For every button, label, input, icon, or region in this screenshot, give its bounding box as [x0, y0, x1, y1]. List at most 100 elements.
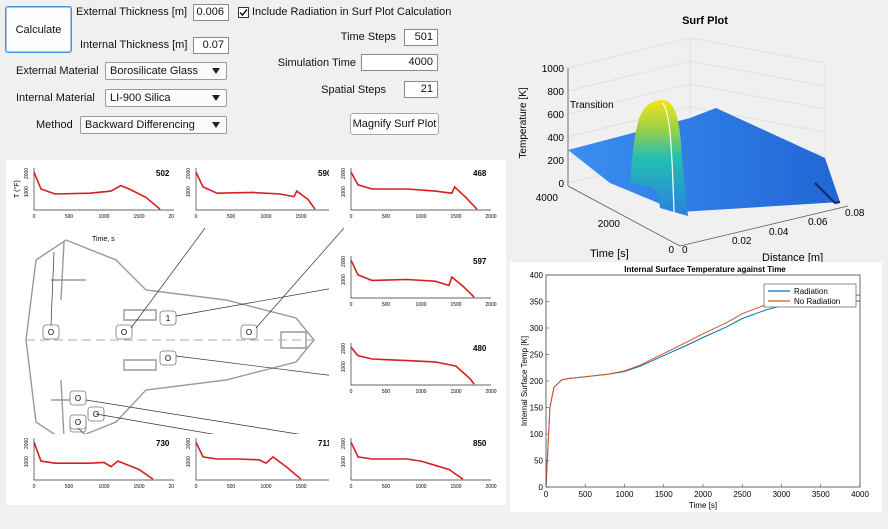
z-tick: 400: [547, 133, 564, 144]
shuttle-x-axis-label: Time, s: [92, 236, 115, 243]
panel-x-tick: 0: [195, 484, 198, 490]
chart-xlabel: Time [s]: [689, 501, 717, 510]
panel-x-tick: 500: [227, 214, 236, 220]
marker-label: O: [246, 328, 252, 337]
leader-line: [130, 219, 212, 329]
chart-ylabel: Internal Surface Temp [K]: [520, 336, 529, 426]
panel-x-tick: 500: [65, 484, 74, 490]
panel-x-tick: 2000: [485, 214, 496, 220]
panel-x-tick: 0: [350, 389, 353, 395]
panel-x-tick: 0: [195, 214, 198, 220]
calculate-button[interactable]: Calculate: [5, 6, 72, 53]
internal-thickness-field[interactable]: 0.07: [193, 37, 229, 54]
method-dropdown[interactable]: Backward Differencing: [80, 116, 227, 134]
panel-x-tick: 1500: [295, 484, 306, 490]
thermocouple-panel: 597 0 500 1000 1500 2000 1000 2000: [329, 252, 499, 316]
time-steps-field[interactable]: 501: [404, 29, 438, 46]
panel-y-tick: 1000: [341, 274, 347, 285]
panel-axes: [33, 438, 174, 481]
z-tick: 600: [547, 110, 564, 121]
panel-axes: [350, 256, 491, 299]
panel-x-tick: 1000: [415, 389, 426, 395]
panel-bg: [329, 434, 499, 498]
surf-zlabel: Temperature [K]: [518, 87, 529, 158]
z-tick: 800: [547, 87, 564, 98]
y-tick-label: 0: [539, 483, 544, 492]
y-tick-label: 200: [530, 377, 544, 386]
panel-temperature-trace: [33, 171, 161, 210]
panel-axes: [33, 168, 174, 211]
panel-y-tick: 2000: [24, 168, 30, 179]
panel-temperature-trace: [195, 171, 316, 210]
z-tick: 0: [558, 179, 564, 190]
series-line-radiation: [545, 300, 861, 488]
surf-time-ticks: 4000 2000 0: [536, 193, 675, 256]
panel-id-label: 711: [318, 439, 331, 448]
panel-axes: [195, 438, 336, 481]
shuttle-outline: [25, 239, 315, 443]
thermocouple-panel: 711 0 500 1000 1500 2000 1000 2000: [174, 434, 344, 498]
marker-label: O: [121, 328, 127, 337]
marker-box: [159, 310, 177, 326]
panel-x-tick: 1500: [450, 302, 461, 308]
panel-temperature-trace: [33, 441, 154, 480]
panel-bg: [12, 164, 182, 228]
simulation-time-field[interactable]: 4000: [361, 54, 438, 71]
panel-axes: [350, 168, 491, 211]
external-material-dropdown[interactable]: Borosilicate Glass: [105, 62, 227, 80]
marker-box: [115, 324, 133, 340]
spatial-steps-field[interactable]: 21: [404, 81, 438, 98]
marker-label: O: [93, 410, 99, 419]
panel-id-label: 597: [473, 257, 487, 266]
surf-edge-line: [661, 102, 675, 213]
panel-x-tick: 0: [350, 484, 353, 490]
panel-temperature-trace: [350, 259, 475, 298]
spatial-steps-label: Spatial Steps: [321, 84, 386, 96]
internal-material-label: Internal Material: [16, 92, 95, 104]
surf-plot[interactable]: Surf Plot Transition 1000 800 600 400 20…: [510, 8, 880, 268]
surf-plot-title: Surf Plot: [682, 15, 728, 27]
panel-temperature-trace: [350, 171, 478, 210]
thermocouple-marker: O: [69, 414, 87, 430]
panel-id-label: 468: [473, 169, 487, 178]
magnify-surf-plot-button[interactable]: Magnify Surf Plot: [350, 113, 439, 135]
shuttle-y-axis-label: T (°F): [13, 180, 21, 198]
chart-axes-box: [545, 274, 861, 488]
panel-y-tick: 2000: [186, 438, 192, 449]
panel-x-tick: 1000: [415, 214, 426, 220]
time-tick: 4000: [536, 193, 559, 204]
surf-edge-dark: [814, 182, 841, 205]
internal-temp-chart[interactable]: Internal Surface Temperature against Tim…: [510, 262, 882, 512]
panel-x-tick: 0: [33, 484, 36, 490]
panel-bg: [329, 164, 499, 228]
radiation-checkbox[interactable]: [238, 7, 249, 18]
panel-bg: [329, 252, 499, 316]
internal-material-dropdown[interactable]: LI-900 Silica: [105, 89, 227, 107]
panel-x-tick: 1000: [415, 302, 426, 308]
thermocouple-panel: 850 0 500 1000 1500 2000 1000 2000: [329, 434, 499, 498]
thermocouple-marker: O: [159, 350, 177, 366]
panel-x-tick: 0: [350, 214, 353, 220]
marker-box: [69, 390, 87, 406]
y-tick-label: 400: [530, 271, 544, 280]
x-tick-label: 2500: [733, 490, 751, 499]
panel-x-tick: 1500: [295, 214, 306, 220]
x-tick-label: 0: [544, 490, 549, 499]
leader-line: [175, 284, 352, 317]
panel-x-tick: 1500: [450, 389, 461, 395]
chevron-down-icon: [212, 122, 220, 128]
panel-bg: [174, 434, 344, 498]
marker-box: [159, 350, 177, 366]
thermocouple-panel: 502050010001500200010002000: [12, 164, 182, 228]
marker-box: [69, 414, 87, 430]
panel-x-tick: 1000: [98, 484, 109, 490]
panel-x-tick: 500: [382, 484, 391, 490]
external-thickness-field[interactable]: 0.006: [193, 4, 229, 21]
panel-bg: [174, 164, 344, 228]
marker-label: O: [75, 418, 81, 427]
panel-x-tick: 500: [382, 389, 391, 395]
marker-label: O: [75, 394, 81, 403]
x-tick-label: 500: [579, 490, 593, 499]
panel-x-tick: 1000: [260, 484, 271, 490]
checkmark-icon: [239, 9, 248, 17]
